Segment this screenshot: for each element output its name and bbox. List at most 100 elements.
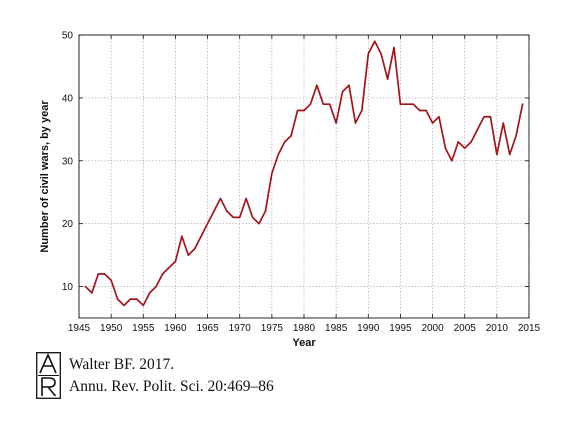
data-point xyxy=(181,235,183,238)
data-point xyxy=(515,134,517,137)
data-point xyxy=(322,103,325,105)
x-tick-label: 1995 xyxy=(389,323,412,334)
data-point xyxy=(470,141,472,143)
data-point xyxy=(393,46,395,49)
x-tick-label: 2000 xyxy=(421,323,444,334)
data-point xyxy=(316,84,318,87)
data-point xyxy=(367,53,370,55)
data-point xyxy=(354,122,357,124)
data-point xyxy=(277,153,280,156)
data-point xyxy=(508,153,511,156)
axis-ticks xyxy=(78,34,530,318)
data-point xyxy=(341,90,344,93)
data-point xyxy=(161,273,164,275)
x-tick-label: 1950 xyxy=(100,323,123,334)
data-point xyxy=(328,103,331,105)
data-point xyxy=(438,115,440,118)
data-point xyxy=(129,298,132,300)
civil-wars-line-chart: 1945 1950 1955 1960 1965 1970 1975 1980 1985 1990… xyxy=(39,31,541,350)
x-tick-label: 2015 xyxy=(518,323,541,334)
data-point xyxy=(521,103,524,105)
data-point xyxy=(386,78,389,80)
data-point xyxy=(193,248,196,250)
data-point xyxy=(283,141,286,143)
data-point xyxy=(290,134,292,137)
data-point xyxy=(110,279,112,282)
data-point xyxy=(148,292,151,294)
data-point xyxy=(226,210,228,212)
data-point xyxy=(174,260,177,263)
data-point xyxy=(502,122,505,124)
series-layer xyxy=(84,40,524,307)
y-tick-label: 40 xyxy=(62,93,74,104)
data-point xyxy=(264,210,267,212)
x-tick-label: 1990 xyxy=(357,323,380,334)
data-point xyxy=(348,84,350,87)
data-point xyxy=(251,216,254,219)
data-point xyxy=(206,222,209,225)
data-point xyxy=(97,273,100,275)
data-point xyxy=(232,216,235,219)
data-point xyxy=(136,298,138,300)
data-point xyxy=(418,109,421,112)
data-point xyxy=(168,266,170,269)
data-point xyxy=(361,109,363,112)
data-point xyxy=(412,103,415,105)
data-point xyxy=(238,216,241,219)
data-point xyxy=(451,159,453,162)
data-point xyxy=(271,172,273,175)
x-tick-label: 1960 xyxy=(164,323,187,334)
x-tick-label: 1965 xyxy=(196,323,219,334)
x-axis-tick-labels: 1945 1950 1955 1960 1965 1970 1975 1980 1985 1990… xyxy=(68,323,541,334)
x-tick-label: 1980 xyxy=(293,323,316,334)
data-point xyxy=(399,103,402,105)
data-point xyxy=(296,109,299,112)
y-axis-title: Number of civil wars, by year xyxy=(39,100,51,253)
y-tick-label: 10 xyxy=(62,282,74,293)
x-tick-label: 1975 xyxy=(261,323,284,334)
data-point xyxy=(303,109,305,112)
x-tick-label: 2005 xyxy=(454,323,477,334)
data-point xyxy=(444,147,447,149)
data-point xyxy=(496,153,498,156)
y-tick-label: 20 xyxy=(62,219,74,230)
y-tick-label: 30 xyxy=(62,156,74,167)
y-axis-tick-labels: 10 20 30 40 50 xyxy=(62,31,74,294)
annual-reviews-logo xyxy=(36,352,61,399)
data-point xyxy=(200,235,202,238)
data-point xyxy=(483,115,485,118)
data-point xyxy=(425,109,427,112)
data-point xyxy=(245,197,247,200)
data-point xyxy=(489,115,492,118)
data-point xyxy=(103,273,106,275)
x-tick-label: 1945 xyxy=(68,323,91,334)
data-point xyxy=(213,210,215,212)
data-point xyxy=(187,254,190,256)
x-tick-label: 1985 xyxy=(325,323,348,334)
data-point xyxy=(219,197,222,200)
x-tick-label: 1970 xyxy=(229,323,252,334)
data-point xyxy=(431,122,434,124)
data-point xyxy=(380,53,382,55)
y-tick-label: 50 xyxy=(62,31,74,42)
data-point xyxy=(91,292,93,294)
data-point xyxy=(155,285,157,288)
grid-lines xyxy=(78,34,530,318)
x-tick-label: 2010 xyxy=(486,323,509,334)
data-point xyxy=(463,147,466,149)
data-point xyxy=(335,122,337,124)
citation-journal: Annu. Rev. Polit. Sci. 20:469–86 xyxy=(69,378,274,395)
data-point xyxy=(258,222,260,225)
x-axis-title: Year xyxy=(292,337,316,349)
data-point xyxy=(123,304,125,307)
x-tick-label: 1955 xyxy=(132,323,155,334)
data-point xyxy=(84,285,87,288)
citation-author-year: Walter BF. 2017. xyxy=(69,356,175,373)
data-point xyxy=(457,141,460,143)
data-point xyxy=(116,298,119,300)
data-point xyxy=(476,128,479,131)
data-point xyxy=(309,103,312,105)
data-point xyxy=(373,40,376,43)
data-point xyxy=(142,304,145,307)
data-point xyxy=(406,103,408,105)
